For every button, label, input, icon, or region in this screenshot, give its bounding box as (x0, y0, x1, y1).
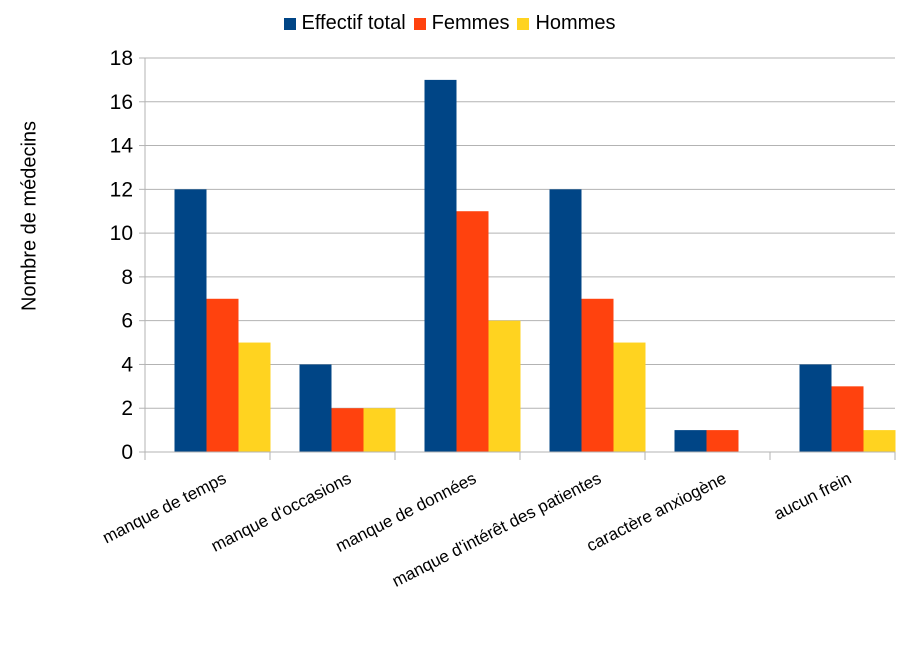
legend-label-femmes: Femmes (431, 12, 510, 34)
legend-item-hommes: Hommes (517, 12, 615, 35)
y-tick-label: 16 (110, 91, 133, 114)
bar-femmes (831, 386, 864, 452)
bar-hommes (363, 408, 396, 452)
bar-hommes (238, 342, 271, 452)
chart-legend: Effectif total Femmes Hommes (0, 12, 901, 35)
x-tick-label: aucun frein (771, 469, 855, 524)
legend-swatch-effectif-total (283, 17, 296, 30)
y-tick-label: 0 (121, 441, 133, 464)
legend-swatch-femmes (413, 17, 426, 30)
bar-femmes (456, 211, 489, 452)
bar-effectif-total (299, 364, 332, 452)
y-tick-label: 14 (110, 135, 134, 158)
bar-effectif-total (674, 430, 707, 452)
bar-femmes (331, 408, 364, 452)
x-tick-label: manque d'occasions (208, 469, 354, 556)
x-tick-label: caractère anxiogène (583, 469, 729, 556)
bar-effectif-total (799, 364, 832, 452)
bar-femmes (206, 298, 239, 452)
bar-effectif-total (174, 189, 207, 453)
legend-label-hommes: Hommes (535, 12, 616, 34)
bar-hommes (613, 342, 646, 452)
legend-label-effectif-total: Effectif total (301, 12, 406, 34)
legend-item-femmes: Femmes (413, 12, 510, 35)
bar-hommes (488, 320, 521, 452)
bar-effectif-total (549, 189, 582, 453)
bar-femmes (581, 298, 614, 452)
y-tick-label: 2 (121, 397, 133, 420)
y-tick-label: 4 (121, 353, 133, 376)
y-tick-label: 18 (110, 47, 133, 70)
y-tick-label: 10 (110, 222, 133, 245)
bar-effectif-total (424, 79, 457, 452)
y-tick-label: 6 (121, 310, 133, 333)
bar-femmes (706, 430, 739, 452)
y-tick-label: 12 (110, 178, 133, 201)
x-tick-label: manque d'intérêt des patientes (389, 469, 604, 591)
bar-hommes (863, 430, 896, 452)
y-tick-label: 8 (121, 266, 133, 289)
legend-swatch-hommes (517, 17, 530, 30)
x-tick-label: manque de temps (99, 469, 229, 548)
legend-item-effectif-total: Effectif total (283, 12, 406, 35)
